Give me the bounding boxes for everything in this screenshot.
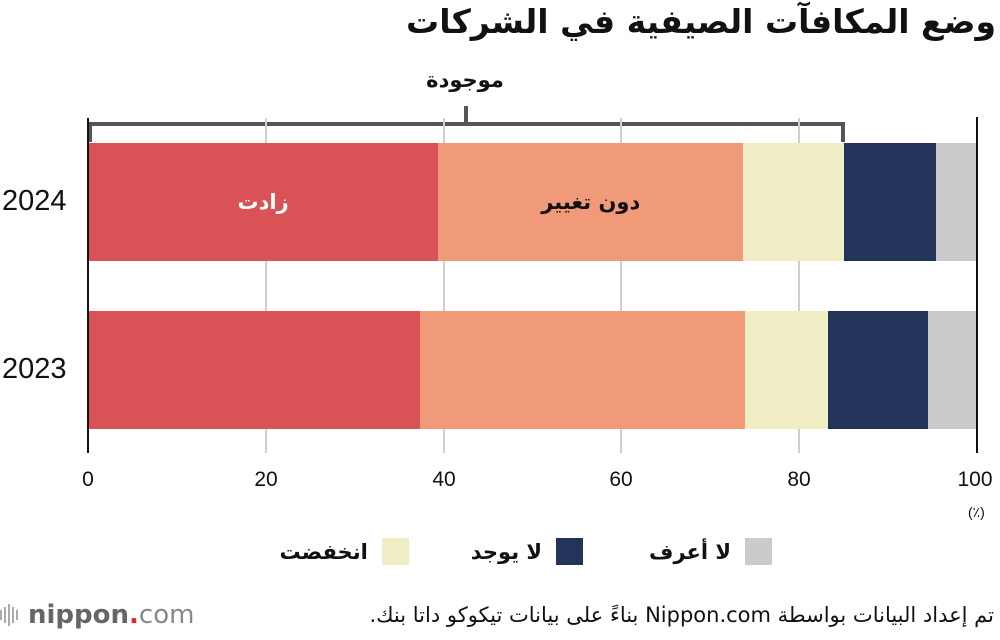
legend-item-decreased: انخفضت <box>280 538 409 565</box>
year-label-2023: 2023 <box>2 353 67 385</box>
bracket-center-tick <box>464 106 468 126</box>
gridline-60 <box>620 118 622 453</box>
logo-text: nippon.com <box>28 600 194 630</box>
segment-dont-know <box>936 143 977 261</box>
axis-hundred-line <box>976 117 978 453</box>
segment-none <box>827 311 929 429</box>
segment-increased <box>88 311 420 429</box>
axis-zero-line <box>87 118 89 453</box>
x-tick-20: 20 <box>254 468 278 491</box>
legend: لا أعرف لا يوجد انخفضت <box>280 538 772 565</box>
segment-label-increased: زادت <box>237 190 289 214</box>
segment-increased: زادت <box>88 143 439 261</box>
logo-main: nippon <box>28 600 130 630</box>
bar-2024: زادت دون تغيير <box>88 143 977 261</box>
source-note: تم إعداد البيانات بواسطة Nippon.com بناء… <box>369 603 994 627</box>
bars-area: زادت دون تغيير <box>88 143 977 429</box>
bracket-label: موجودة <box>426 68 504 92</box>
legend-item-none: لا يوجد <box>470 538 584 565</box>
chart-title: وضع المكافآت الصيفية في الشركات <box>406 2 996 41</box>
legend-swatch-none <box>556 538 584 565</box>
bracket-left-end <box>88 122 92 142</box>
bracket-right-end <box>841 122 845 142</box>
segment-decreased <box>743 143 844 261</box>
gridline-20 <box>265 118 267 453</box>
segment-none <box>843 143 937 261</box>
legend-item-dont-know: لا أعرف <box>649 538 772 565</box>
x-tick-0: 0 <box>82 468 94 491</box>
segment-dont-know <box>928 311 977 429</box>
segment-unchanged: دون تغيير <box>438 143 744 261</box>
logo-dot: . <box>129 600 139 630</box>
x-tick-80: 80 <box>787 468 811 491</box>
segment-label-unchanged: دون تغيير <box>541 190 641 214</box>
x-tick-60: 60 <box>609 468 633 491</box>
segment-decreased <box>744 311 828 429</box>
legend-label-dont-know: لا أعرف <box>649 539 731 564</box>
x-tick-40: 40 <box>432 468 456 491</box>
legend-swatch-decreased <box>381 538 409 565</box>
segment-unchanged <box>419 311 745 429</box>
legend-label-decreased: انخفضت <box>279 539 368 564</box>
x-axis-unit: (٪) <box>968 504 985 520</box>
gridline-40 <box>443 118 445 453</box>
nippon-logo: nippon.com <box>0 600 194 630</box>
legend-label-none: لا يوجد <box>470 539 543 564</box>
logo-suffix: com <box>138 600 195 630</box>
gridline-80 <box>798 118 800 453</box>
x-tick-100: 100 <box>957 468 993 491</box>
bracket-line <box>88 122 845 126</box>
legend-swatch-dont-know <box>745 538 772 565</box>
logo-bars-icon <box>0 604 18 626</box>
bar-2023 <box>88 311 977 429</box>
year-label-2024: 2024 <box>2 185 67 217</box>
